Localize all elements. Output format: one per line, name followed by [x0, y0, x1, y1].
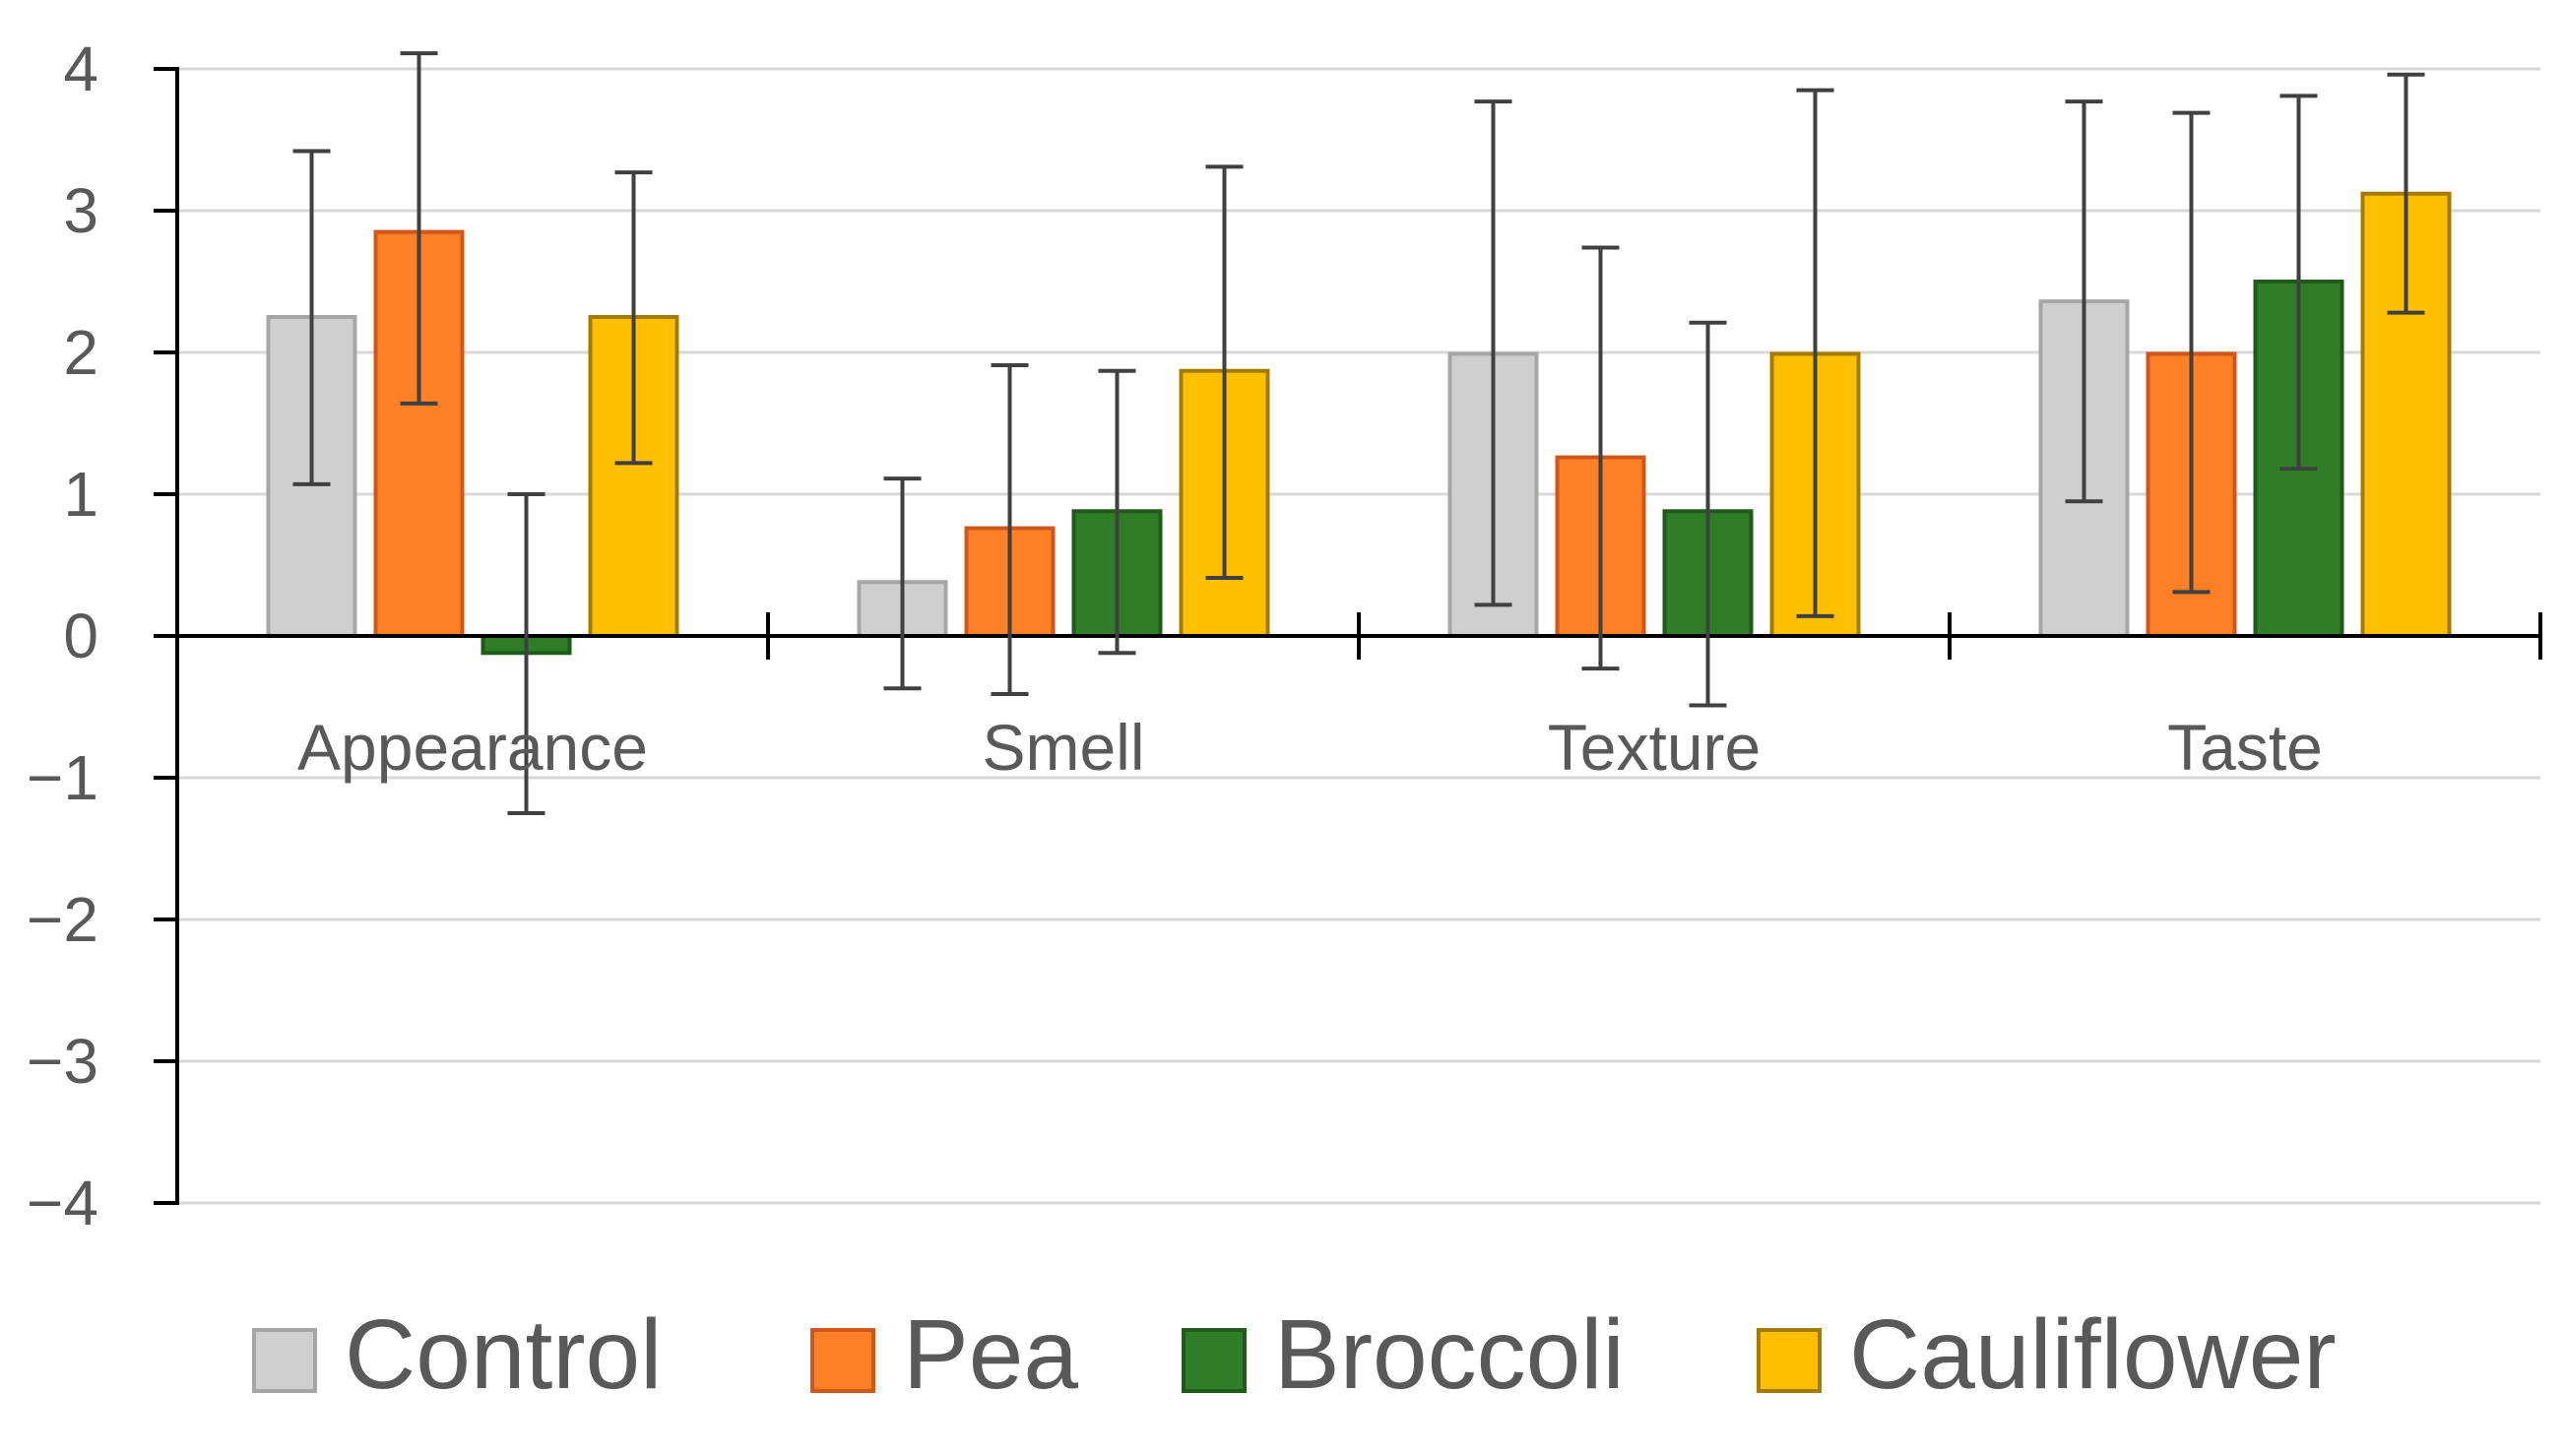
y-tick-label: 3 [63, 175, 98, 246]
legend-swatch-pea [810, 1328, 875, 1393]
grid-layer [177, 67, 2540, 1205]
legend-label-pea: Pea [903, 1299, 1078, 1410]
y-tick-label: −1 [27, 742, 98, 813]
y-tick-label: −3 [27, 1026, 98, 1097]
y-tick-label: 4 [63, 33, 98, 104]
label-layer: 4 3 2 1 0 −1 −2 −3 −4 Appearance Smell Texture Taste [27, 33, 2323, 1238]
axis-layer [154, 67, 2542, 1205]
legend-swatch-cauliflower [1757, 1328, 1822, 1393]
legend-label-broccoli: Broccoli [1274, 1299, 1625, 1410]
legend-layer: Control Pea Broccoli Cauliflower [252, 1299, 2337, 1410]
x-category-label: Taste [2167, 711, 2323, 784]
y-tick-label: 1 [63, 459, 98, 530]
y-tick-label: 2 [63, 317, 98, 388]
legend-label-control: Control [345, 1299, 662, 1410]
y-tick-label: −4 [27, 1168, 98, 1238]
x-category-label: Smell [982, 711, 1144, 784]
y-tick-label: −2 [27, 884, 98, 955]
x-category-label: Texture [1548, 711, 1761, 784]
y-tick-label: 0 [63, 601, 98, 671]
error-layer [292, 51, 2425, 815]
legend-swatch-broccoli [1182, 1328, 1247, 1393]
legend-label-cauliflower: Cauliflower [1849, 1299, 2337, 1410]
x-category-label: Appearance [297, 711, 648, 784]
legend-swatch-control [252, 1328, 317, 1393]
bar-layer [266, 191, 2452, 656]
